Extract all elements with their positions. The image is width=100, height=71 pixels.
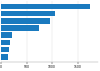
Bar [1,47,9,52]
Bar [1,54,8,60]
Bar [1,25,39,31]
Bar [1,32,12,38]
Bar [1,18,50,24]
Bar [1,40,10,45]
Bar [1,4,90,9]
Bar [1,11,55,16]
